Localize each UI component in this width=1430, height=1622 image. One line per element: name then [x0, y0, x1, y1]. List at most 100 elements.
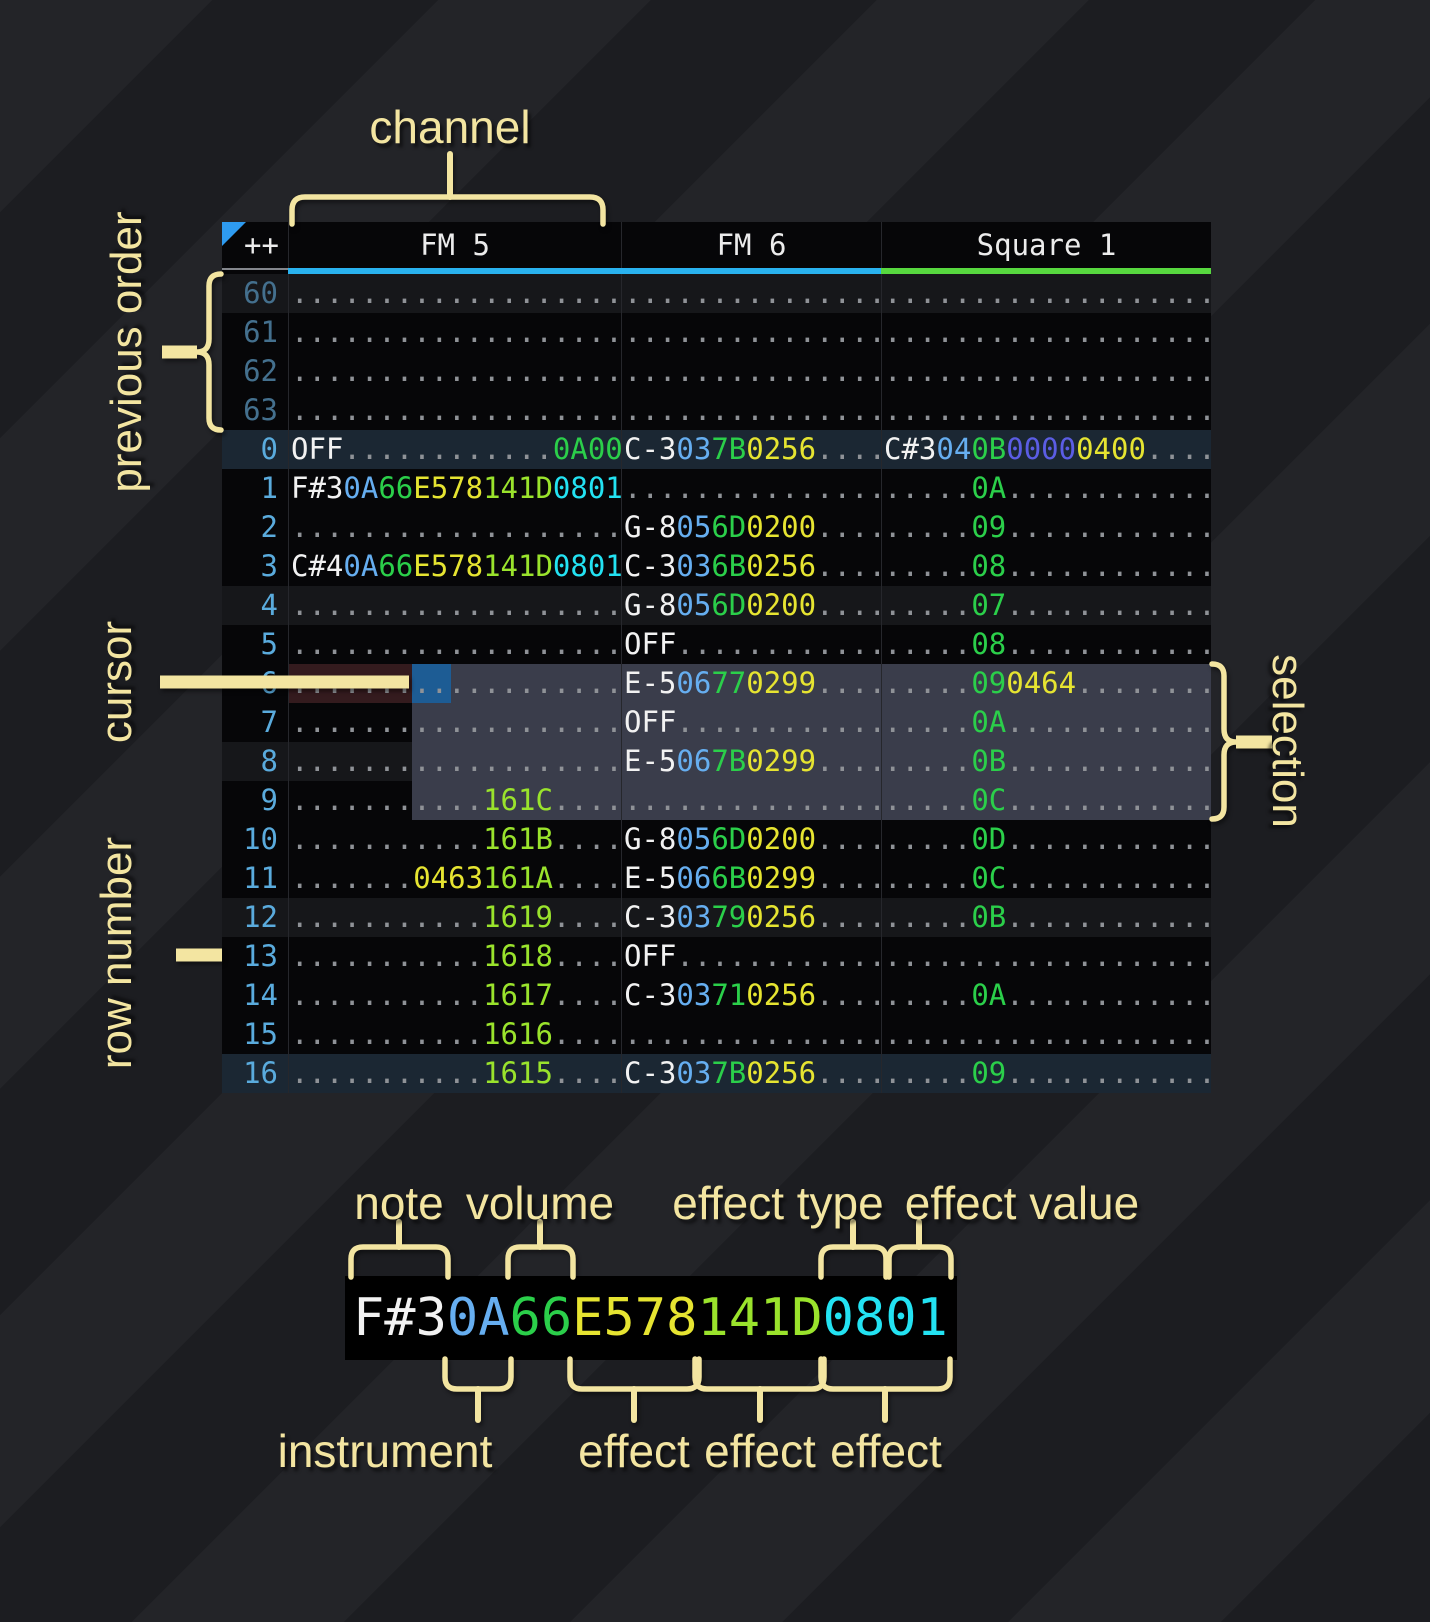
pattern-cell[interactable]: G-8056D0200....	[621, 820, 881, 859]
row-number[interactable]: 9	[260, 783, 278, 817]
pattern-cell[interactable]: .....0D............	[881, 820, 1211, 859]
pattern-row-16: 16 ...........1615.... C-3037B0256........…	[222, 1054, 1211, 1093]
pattern-cell[interactable]: ...................	[881, 352, 1211, 391]
pattern-cell[interactable]: .....090464........	[881, 664, 1211, 703]
pattern-cell[interactable]: ...................	[288, 352, 621, 391]
field-n: C-3	[624, 432, 677, 466]
pattern-cell[interactable]: .....09............	[881, 1054, 1211, 1093]
pattern-cell[interactable]: ...................	[288, 625, 621, 664]
pattern-cell[interactable]: C-303710256....	[621, 976, 881, 1015]
pattern-cell[interactable]: ...........161B....	[288, 820, 621, 859]
row-number[interactable]: 60	[243, 276, 278, 310]
pattern-cell[interactable]: G-8056D0200....	[621, 508, 881, 547]
pattern-cell[interactable]: .....0C............	[881, 781, 1211, 820]
pattern-cell[interactable]: G-8056D0200....	[621, 586, 881, 625]
pattern-cell[interactable]: ...........1619....	[288, 898, 621, 937]
empty-field: .....	[884, 861, 972, 895]
row-number[interactable]: 0	[260, 432, 278, 466]
pattern-cell[interactable]: ...................	[288, 313, 621, 352]
pattern-cell[interactable]: ...............	[621, 1015, 881, 1054]
pattern-cell[interactable]: .....09............	[881, 508, 1211, 547]
field-y: 0256	[746, 978, 817, 1012]
pattern-cell[interactable]: .......0463161A....	[288, 859, 621, 898]
row-number[interactable]: 7	[260, 705, 278, 739]
pattern-cell[interactable]: E-5066B0299....	[621, 859, 881, 898]
pattern-cell[interactable]: ...............	[621, 274, 881, 313]
pattern-cell[interactable]: .....07............	[881, 586, 1211, 625]
row-number[interactable]: 4	[260, 588, 278, 622]
pattern-cell[interactable]: ...........161C....	[288, 781, 621, 820]
row-number[interactable]: 10	[243, 822, 278, 856]
empty-field: ....	[816, 588, 881, 622]
empty-field: .....	[884, 549, 972, 583]
pattern-cell[interactable]: C-3037B0256....	[621, 430, 881, 469]
field-v: 08	[971, 549, 1007, 583]
pattern-cell[interactable]: ...............	[621, 469, 881, 508]
pattern-cell[interactable]: F#30A66E578141D0801	[288, 469, 621, 508]
row-number[interactable]: 61	[243, 315, 278, 349]
pattern-cell[interactable]: ...................	[881, 274, 1211, 313]
pattern-cell[interactable]: ...................	[288, 586, 621, 625]
row-number[interactable]: 13	[243, 939, 278, 973]
pattern-cell[interactable]: .....0A............	[881, 976, 1211, 1015]
pattern-cell[interactable]: ...................	[881, 1015, 1211, 1054]
row-number[interactable]: 15	[243, 1017, 278, 1051]
pattern-cell[interactable]: ...................	[288, 742, 621, 781]
row-number[interactable]: 2	[260, 510, 278, 544]
row-number[interactable]: 11	[243, 861, 278, 895]
row-number[interactable]: 5	[260, 627, 278, 661]
channel-header-fm-6[interactable]: FM 6	[621, 222, 881, 268]
pattern-cell[interactable]: ...............	[621, 352, 881, 391]
field-i: 03	[676, 549, 712, 583]
field-y: E578	[413, 471, 484, 505]
pattern-cell[interactable]: OFF............	[621, 703, 881, 742]
pattern-cell[interactable]: C-3036B0256....	[621, 547, 881, 586]
pattern-cell[interactable]: ...................	[288, 508, 621, 547]
pattern-cell[interactable]: OFF............0A00	[288, 430, 621, 469]
field-v: 0A	[971, 471, 1007, 505]
pattern-cell[interactable]: ...............	[621, 391, 881, 430]
pattern-cell[interactable]: OFF............	[621, 937, 881, 976]
pattern-cell[interactable]: ...................	[288, 391, 621, 430]
pattern-cell[interactable]: ...................	[881, 937, 1211, 976]
field-n: C#4	[291, 549, 344, 583]
pattern-cell[interactable]: C#3040B00000400....	[881, 430, 1211, 469]
pattern-cell[interactable]: ...........1615....	[288, 1054, 621, 1093]
pattern-cell[interactable]: ...........1617....	[288, 976, 621, 1015]
pattern-cell[interactable]: .....0C............	[881, 859, 1211, 898]
pattern-cell[interactable]: C-303790256....	[621, 898, 881, 937]
row-number[interactable]: 12	[243, 900, 278, 934]
pattern-cell[interactable]: ...............	[621, 781, 881, 820]
pattern-cell[interactable]: .....08............	[881, 547, 1211, 586]
pattern-cell[interactable]: ...................	[881, 313, 1211, 352]
pattern-cell[interactable]: OFF............	[621, 625, 881, 664]
pattern-cell[interactable]: E-5067B0299....	[621, 742, 881, 781]
row-number[interactable]: 8	[260, 744, 278, 778]
corner-cell[interactable]: ++	[222, 222, 288, 268]
row-number[interactable]: 62	[243, 354, 278, 388]
pattern-cell[interactable]: .....0B............	[881, 898, 1211, 937]
pattern-cell[interactable]: .....0B............	[881, 742, 1211, 781]
channel-header-square-1[interactable]: Square 1	[881, 222, 1211, 268]
pattern-cell[interactable]: ...........1618....	[288, 937, 621, 976]
pattern-cell[interactable]: .....0A............	[881, 703, 1211, 742]
pattern-cell[interactable]: .....08............	[881, 625, 1211, 664]
pattern-cell[interactable]: E-506770299....	[621, 664, 881, 703]
pattern-cell[interactable]: .....0A............	[881, 469, 1211, 508]
pattern-row-1: 1 F#30A66E578141D0801....................…	[222, 469, 1211, 508]
row-number[interactable]: 1	[260, 471, 278, 505]
selection-label: selection	[1263, 654, 1312, 828]
pattern-cell[interactable]: ...................	[288, 703, 621, 742]
row-number[interactable]: 16	[243, 1056, 278, 1090]
pattern-cell[interactable]: ...........1616....	[288, 1015, 621, 1054]
pattern-cell[interactable]: ...............	[621, 313, 881, 352]
field-n: E-5	[624, 744, 677, 778]
row-number[interactable]: 14	[243, 978, 278, 1012]
channel-header-fm-5[interactable]: FM 5	[288, 222, 621, 268]
row-number[interactable]: 3	[260, 549, 278, 583]
pattern-cell[interactable]: C#40A66E578141D0801	[288, 547, 621, 586]
row-number[interactable]: 63	[243, 393, 278, 427]
pattern-cell[interactable]: ...................	[881, 391, 1211, 430]
pattern-cell[interactable]: C-3037B0256....	[621, 1054, 881, 1093]
pattern-cell[interactable]: ...................	[288, 274, 621, 313]
